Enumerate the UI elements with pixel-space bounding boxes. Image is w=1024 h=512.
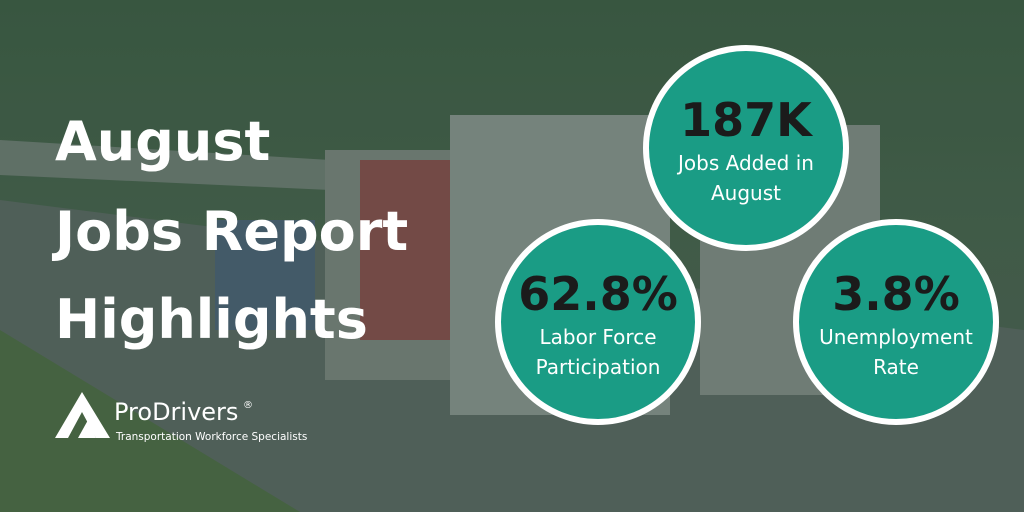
title-line: Jobs Report (51, 200, 408, 263)
stat-label: Participation (536, 355, 661, 379)
title-line: Highlights (55, 288, 368, 351)
logo-registered: ® (243, 400, 253, 411)
stat-value: 187K (680, 93, 814, 147)
logo-mark (55, 392, 110, 438)
stat-label: Jobs Added in (676, 151, 814, 175)
stat-label: August (711, 181, 781, 205)
stat-label: Labor Force (539, 325, 656, 349)
circle-bg (793, 219, 999, 425)
logo-tagline: Transportation Workforce Specialists (115, 431, 307, 443)
circle-bg (643, 45, 849, 251)
stat-circle: 187K Jobs Added in August (643, 45, 849, 251)
logo-brand: ProDrivers (114, 398, 238, 426)
stat-circle: 3.8% Unemployment Rate (793, 219, 999, 425)
circle-bg (495, 219, 701, 425)
stat-value: 62.8% (518, 267, 678, 321)
stat-value: 3.8% (832, 267, 960, 321)
headline: August Jobs Report Highlights (51, 110, 408, 351)
stat-label: Rate (873, 355, 919, 379)
stat-circles: 187K Jobs Added in August 62.8% Labor Force P… (495, 45, 999, 425)
stat-label: Unemployment (819, 325, 973, 349)
logo: ProDrivers ® Transportation Workforce Sp… (55, 392, 307, 443)
logo-mark (78, 420, 96, 438)
stat-circle: 62.8% Labor Force Participation (495, 219, 701, 425)
title-line: August (55, 110, 270, 173)
